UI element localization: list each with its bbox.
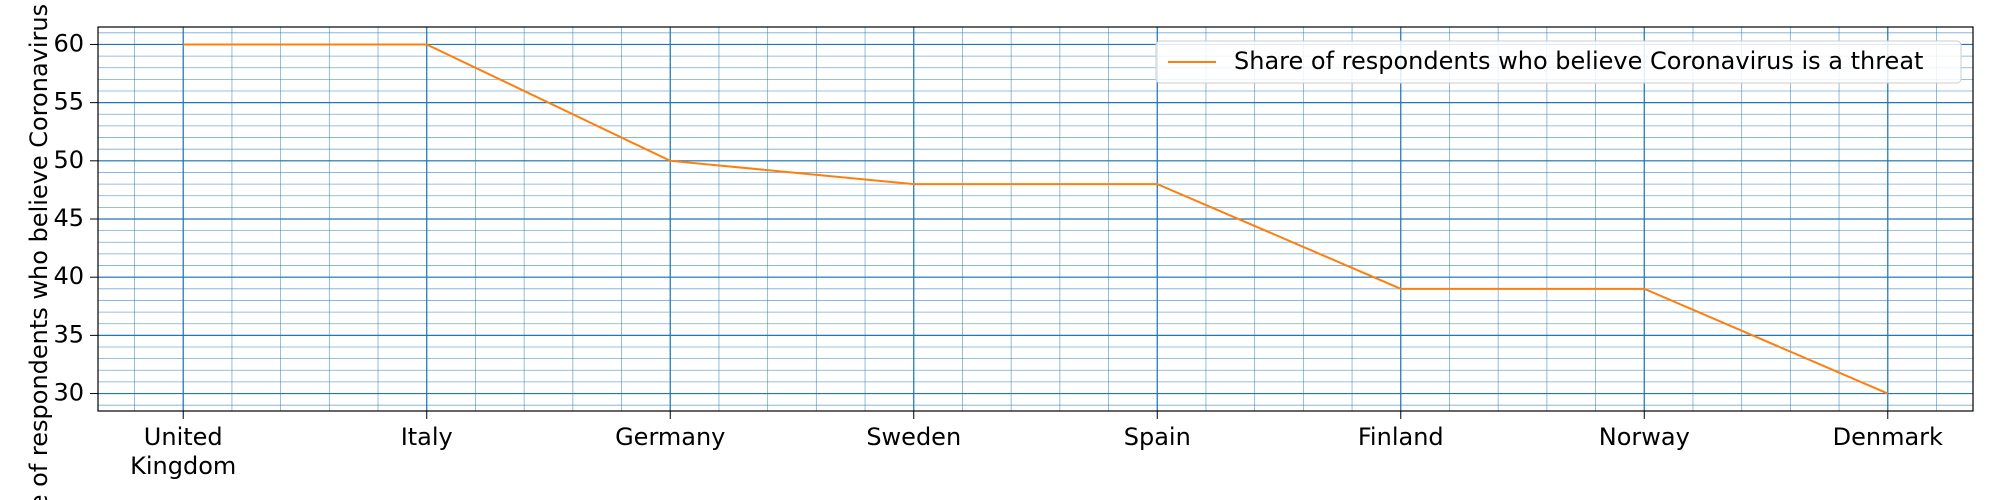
y-tick-label: 60 — [53, 29, 84, 57]
legend-label: Share of respondents who believe Coronav… — [1234, 47, 1923, 75]
y-tick-label: 50 — [53, 146, 84, 174]
plot-frame — [97, 26, 1974, 412]
y-tick-label: 35 — [53, 320, 84, 348]
x-tick-label: Denmark — [1833, 423, 1943, 451]
legend-box — [1155, 40, 1962, 84]
x-tick-label: Sweden — [866, 423, 961, 451]
x-tick-label: Norway — [1599, 423, 1690, 451]
legend: Share of respondents who believe Coronav… — [1155, 40, 1962, 84]
y-axis-label: Share of respondents who believe Coronav… — [25, 0, 53, 500]
y-tick-label: 40 — [53, 262, 84, 290]
x-tick-label: Italy — [401, 423, 453, 451]
y-tick-label: 55 — [53, 88, 84, 116]
x-tick-label: Spain — [1124, 423, 1191, 451]
y-tick-label: 45 — [53, 204, 84, 232]
line — [183, 43, 1889, 395]
x-tick-label: Finland — [1358, 423, 1444, 451]
y-tick-label: 30 — [53, 379, 84, 407]
x-tick-label: Germany — [615, 423, 725, 451]
x-tick-label: United Kingdom — [130, 423, 236, 480]
